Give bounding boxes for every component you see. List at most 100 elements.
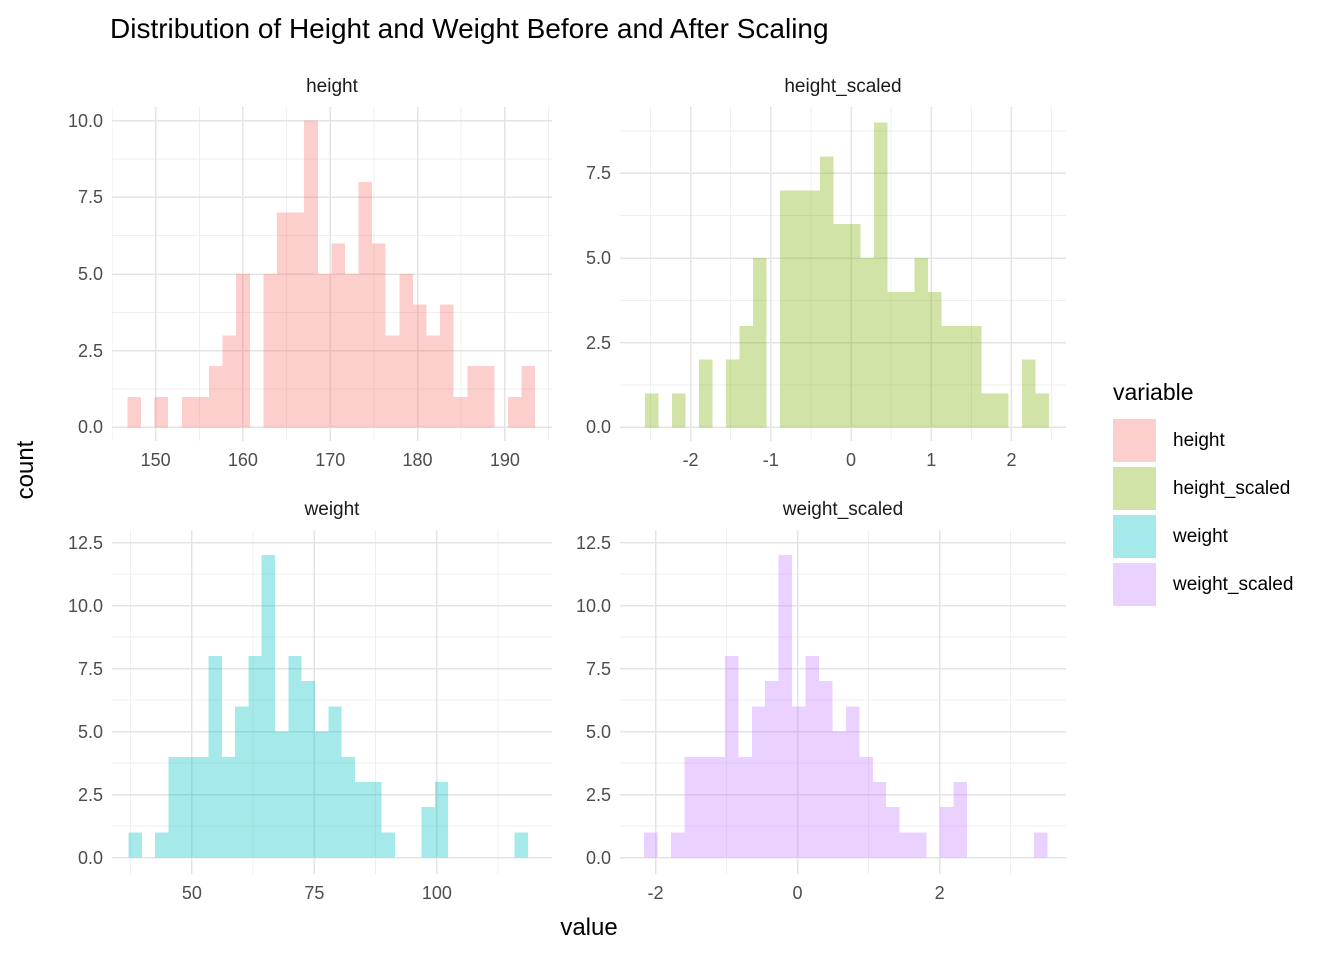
legend-swatch-weight_scaled [1113, 563, 1156, 606]
y-tick-label: 5.0 [585, 248, 611, 269]
histogram-bar [440, 304, 454, 428]
histogram-bar [738, 756, 752, 858]
histogram-bar [724, 656, 739, 858]
histogram-bar [341, 756, 355, 858]
histogram-bars [645, 122, 1049, 428]
histogram-bar [290, 212, 305, 428]
histogram-bar [699, 359, 713, 428]
histogram-bar [981, 393, 996, 428]
histogram-bar [128, 832, 142, 858]
histogram-bar [301, 681, 315, 858]
y-tick-label: 12.5 [575, 532, 611, 553]
x-tick-label: 170 [315, 450, 346, 470]
histogram-bar [818, 681, 833, 858]
histogram-bar [697, 756, 712, 858]
histogram-bar [261, 555, 276, 858]
legend-item-label: height_scaled [1173, 477, 1291, 499]
y-tick-label: 2.5 [585, 332, 611, 353]
histogram-bar [181, 396, 196, 428]
legend: variable height height_scaled weight weight… [1113, 379, 1293, 611]
y-tick-label: 2.5 [77, 784, 103, 805]
histogram-bar [887, 291, 901, 428]
histogram-bar [358, 181, 373, 428]
histogram-bar [508, 396, 522, 428]
legend-item-weight: weight [1113, 515, 1293, 558]
histogram-bar [195, 396, 210, 428]
histogram-bar [886, 807, 900, 858]
legend-swatch-height [1113, 419, 1156, 462]
histogram-bar [288, 656, 302, 858]
histogram-bar [1035, 393, 1049, 428]
histogram-bar [914, 258, 928, 428]
histogram-bar [941, 325, 955, 428]
histogram-bar [514, 832, 528, 858]
histogram-bar [328, 706, 342, 858]
histogram-bar [275, 731, 289, 858]
facet-title-weight-scaled: weight_scaled [782, 499, 904, 520]
histogram-bar [263, 274, 277, 428]
histogram-bar [872, 782, 887, 858]
legend-swatch-fill [1113, 467, 1156, 510]
y-tick-label: 7.5 [77, 658, 103, 679]
x-tick-label: 75 [304, 883, 325, 903]
histogram-bar [344, 274, 359, 428]
x-tick-label: 190 [489, 450, 520, 470]
plot-title: Distribution of Height and Weight Before… [110, 13, 829, 44]
histogram-bar [939, 807, 954, 858]
facet-title-height-scaled: height_scaled [784, 76, 902, 97]
gridlines-major [112, 530, 552, 874]
histogram-bar [644, 832, 658, 858]
histogram-bar [314, 731, 329, 858]
histogram-weight [112, 530, 552, 874]
histogram-bar [154, 396, 169, 428]
histogram-bar [480, 366, 495, 428]
facet-panel-weight-scaled: weight_scaled -2 0 2 0.0 2.5 5.0 7.5 10.0 12.5 [576, 499, 1066, 903]
histogram-bar [412, 304, 427, 428]
histogram-bar [927, 291, 942, 428]
histogram-bar [354, 782, 369, 858]
y-axis-title: count [12, 440, 39, 500]
gridlines-minor [620, 107, 1066, 441]
histogram-bar [900, 291, 915, 428]
y-tick-label: 5.0 [585, 721, 611, 742]
histogram-bar [820, 156, 834, 428]
gridlines-minor [620, 530, 1066, 874]
legend-swatch-weight [1113, 515, 1156, 558]
y-tick-label: 7.5 [77, 187, 103, 208]
histogram-bar [805, 656, 819, 858]
histogram-bar [968, 325, 982, 428]
legend-item-height_scaled: height_scaled [1113, 467, 1293, 510]
facet-panel-height-scaled: height_scaled -2 -1 0 1 2 0.0 2.5 5.0 7.5 [586, 76, 1066, 470]
histogram-bar [671, 832, 685, 858]
histogram-bar [792, 706, 806, 858]
histogram-bar [845, 706, 860, 858]
histogram-bar [752, 258, 767, 428]
y-tick-label: 10.0 [575, 595, 611, 616]
histogram-bar [209, 366, 223, 428]
gridlines-major [620, 107, 1066, 441]
histogram-bar [235, 706, 249, 858]
histogram-bar [684, 756, 698, 858]
histogram-bar [739, 325, 753, 428]
histogram-bar [421, 807, 435, 858]
x-tick-label: 50 [181, 883, 202, 903]
histogram-height-scaled [620, 107, 1066, 441]
facet-panel-weight: weight 50 75 100 0.0 2.5 5.0 7.5 10.0 12.5 [68, 499, 552, 903]
y-tick-label: 0.0 [585, 847, 611, 868]
histogram-bar [899, 832, 914, 858]
histogram-bar [368, 782, 382, 858]
y-tick-label: 12.5 [67, 532, 103, 553]
histogram-bar [711, 756, 725, 858]
gridlines-major [112, 107, 552, 441]
facet-title-height: height [306, 76, 358, 97]
histogram-bar [672, 393, 686, 428]
histogram-bar [181, 756, 196, 858]
x-tick-label: 1 [926, 450, 937, 470]
legend-item-weight_scaled: weight_scaled [1113, 563, 1293, 606]
x-tick-label: 2 [934, 883, 945, 903]
legend-entries: height height_scaled weight weight_scaled [1113, 419, 1293, 606]
histogram-bar [806, 190, 821, 428]
histogram-bar [521, 366, 536, 428]
legend-item-label: weight [1173, 525, 1228, 547]
